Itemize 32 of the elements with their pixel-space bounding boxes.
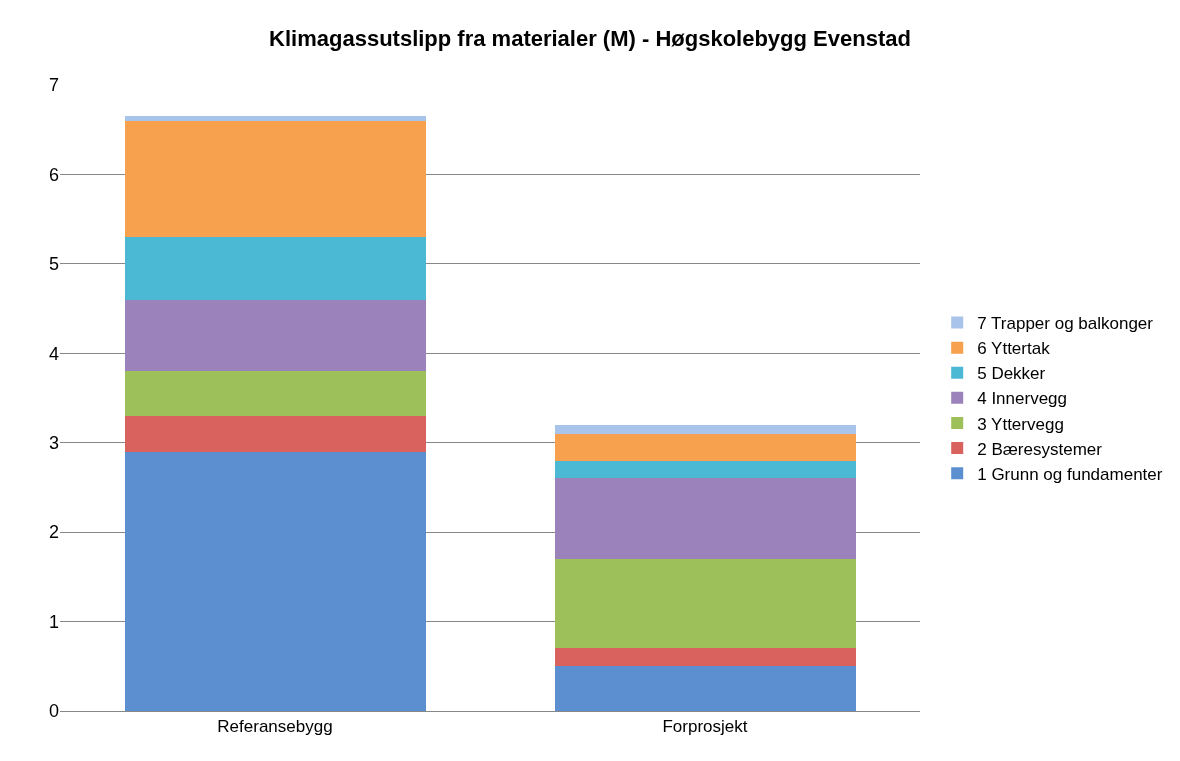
x-tick-label: Referansebygg [217, 717, 333, 737]
bar [554, 460, 856, 479]
legend-label: 5 Dekker [977, 364, 1046, 384]
y-tick-label: 2 [48, 522, 59, 543]
legend-label: 3 Yttervegg [977, 414, 1064, 434]
bar [124, 237, 426, 300]
legend-label: 4 Innervegg [977, 389, 1067, 409]
bar [124, 120, 426, 238]
y-tick-label: 1 [48, 611, 59, 632]
legend-label: 6 Yttertak [977, 339, 1051, 359]
legend-label: 1 Grunn og fundamenter [977, 464, 1163, 484]
y-tick-label: 7 [48, 75, 59, 96]
bar [554, 648, 856, 667]
bar [124, 116, 426, 121]
bar [124, 451, 426, 711]
bar [124, 415, 426, 452]
bar [124, 371, 426, 416]
bar [554, 424, 856, 434]
x-tick-label: Forprosjekt [662, 717, 748, 737]
legend-label: 2 Bæresystemer [977, 439, 1103, 459]
bar [554, 433, 856, 461]
y-tick-label: 5 [48, 254, 59, 275]
y-tick-label: 6 [48, 164, 59, 185]
bar [124, 299, 426, 372]
chart-title: Klimagassutslipp fra materialer (M) - Høgskolebygg Evenstad [269, 25, 911, 51]
y-tick-label: 0 [48, 701, 59, 722]
bar [554, 558, 856, 649]
y-tick-label: 3 [48, 433, 59, 454]
bar [554, 478, 856, 559]
legend-label: 7 Trapper og balkonger [977, 314, 1154, 334]
bar [554, 666, 856, 711]
y-tick-label: 4 [48, 343, 59, 364]
